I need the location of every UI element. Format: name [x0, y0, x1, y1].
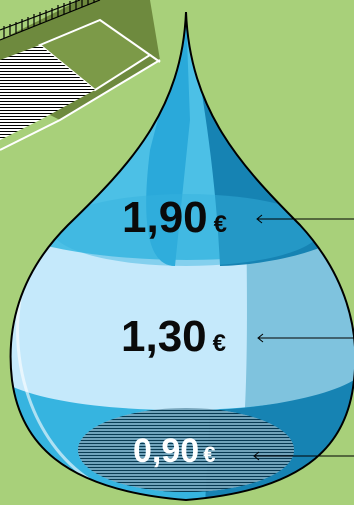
price-amount: 1,90 — [122, 193, 208, 242]
arrow-bottom — [253, 451, 354, 461]
euro-sign: € — [213, 211, 227, 238]
euro-sign: € — [203, 442, 216, 467]
euro-sign: € — [212, 330, 226, 357]
price-amount: 0,90 — [133, 432, 200, 470]
pointer-arrows — [253, 214, 354, 461]
price-label-bottom: 0,90 € — [133, 434, 215, 468]
drop-outline — [9, 11, 354, 502]
price-label-top: 1,90 € — [122, 196, 227, 240]
price-amount: 1,30 — [121, 312, 207, 361]
arrow-top — [256, 214, 354, 224]
hatched-field — [0, 45, 95, 140]
fence — [0, 0, 101, 41]
arrow-mid — [257, 333, 354, 343]
price-label-middle: 1,30 € — [121, 315, 226, 359]
